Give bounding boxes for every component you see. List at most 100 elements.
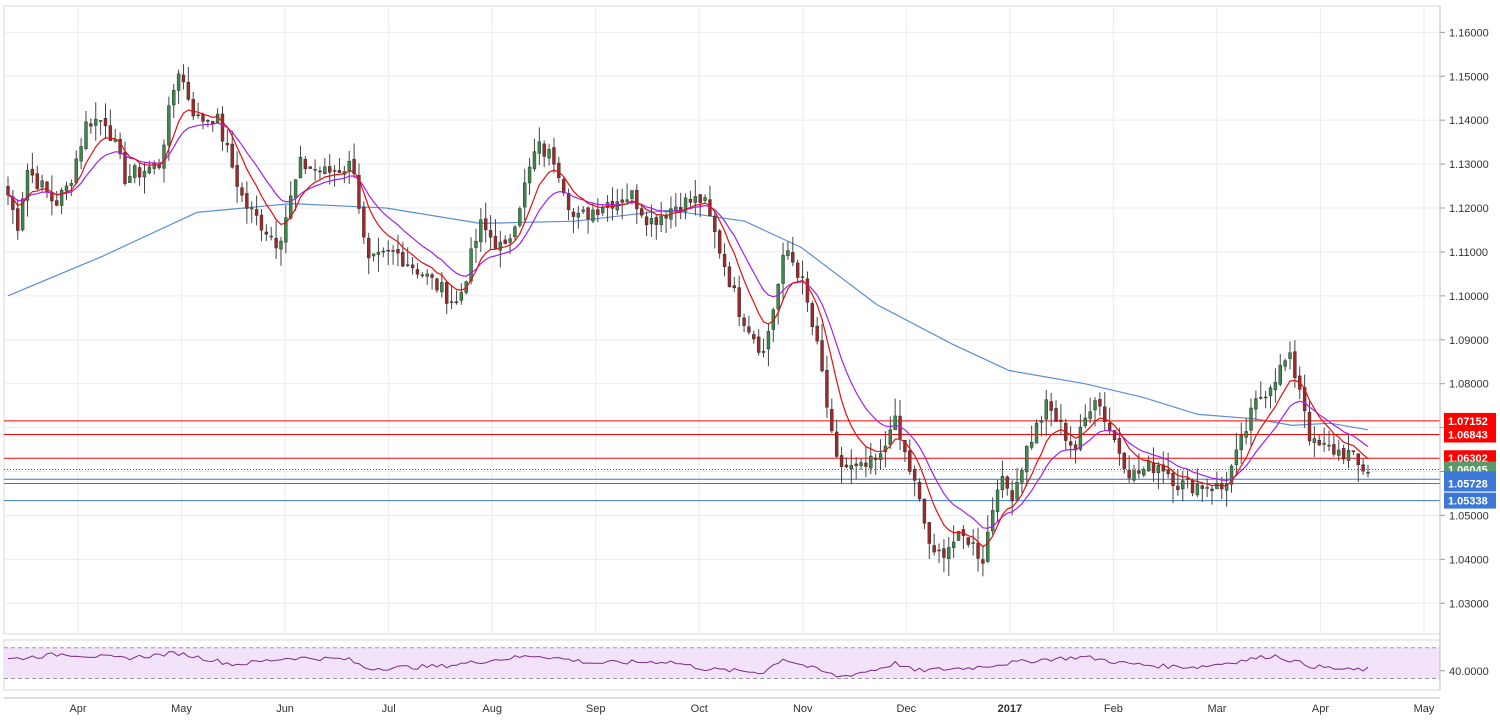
candle-body xyxy=(1337,449,1341,456)
candle-body xyxy=(566,193,571,211)
candle-body xyxy=(230,143,234,168)
candle-body xyxy=(703,197,707,201)
candle-body xyxy=(1239,434,1243,451)
candle-body xyxy=(1181,480,1185,490)
candle-body xyxy=(352,158,356,175)
candle-body xyxy=(1366,471,1370,474)
x-tick-label: Dec xyxy=(897,703,917,715)
resistance-label: 1.06843 xyxy=(1448,429,1488,441)
candle-body xyxy=(508,238,512,243)
candle-body xyxy=(547,148,551,159)
candle-body xyxy=(981,559,985,564)
candle-body xyxy=(1351,450,1356,453)
candle-body xyxy=(313,169,317,171)
candle-body xyxy=(1029,441,1034,448)
candle-body xyxy=(864,462,868,467)
candle-body xyxy=(805,278,810,303)
y-tick-label: 1.05000 xyxy=(1449,510,1489,522)
candle-body xyxy=(752,334,756,340)
ema-fast-line xyxy=(7,109,1369,548)
candle-body xyxy=(966,537,970,545)
candle-body xyxy=(791,252,795,263)
candle-body xyxy=(1010,490,1014,502)
support-label-bg xyxy=(1444,492,1496,509)
rsi-band xyxy=(4,647,1440,679)
candle-body xyxy=(1273,382,1278,391)
candle-body xyxy=(839,455,844,467)
candle-body xyxy=(35,173,39,189)
candle-body xyxy=(279,240,283,250)
candle-body xyxy=(1112,430,1117,440)
candle-body xyxy=(103,117,108,127)
candle-body xyxy=(834,431,839,457)
candle-body xyxy=(878,453,883,461)
candle-body xyxy=(440,282,444,293)
candle-body xyxy=(498,241,503,251)
candle-body xyxy=(620,199,624,203)
candle-body xyxy=(532,151,537,170)
candle-body xyxy=(59,189,64,206)
candle-body xyxy=(527,166,532,184)
candle-body xyxy=(303,159,308,170)
candle-body xyxy=(1224,484,1229,491)
candle-body xyxy=(581,209,585,212)
candle-body xyxy=(571,211,576,217)
candle-body xyxy=(776,283,780,310)
resistance-label-bg xyxy=(1444,426,1496,443)
candle-body xyxy=(576,212,581,218)
candle-body xyxy=(371,253,376,257)
candle-body xyxy=(644,216,649,226)
candle-body xyxy=(30,168,35,176)
candle-body xyxy=(518,208,522,226)
candle-body xyxy=(722,253,727,267)
candle-body xyxy=(674,206,678,211)
candle-body xyxy=(557,162,561,178)
candle-body xyxy=(16,208,20,231)
candle-body xyxy=(1132,470,1136,481)
candle-body xyxy=(766,331,771,350)
candle-body xyxy=(410,264,415,269)
candle-body xyxy=(474,240,478,248)
candle-body xyxy=(381,250,386,253)
candle-body xyxy=(196,114,200,117)
candle-body xyxy=(235,165,239,187)
candle-body xyxy=(1005,476,1009,489)
candle-body xyxy=(800,276,805,278)
candle-body xyxy=(308,166,312,169)
y-tick-label: 1.15000 xyxy=(1449,71,1489,83)
candle-body xyxy=(293,179,298,198)
candle-body xyxy=(152,162,156,169)
candle-body xyxy=(415,269,420,275)
candle-body xyxy=(172,90,176,106)
candle-body xyxy=(118,138,122,155)
candle-body xyxy=(74,158,78,183)
candle-body xyxy=(449,301,454,303)
candle-body xyxy=(513,226,517,238)
candle-body xyxy=(483,218,488,231)
candle-body xyxy=(1083,417,1087,427)
candle-body xyxy=(713,215,717,233)
candle-body xyxy=(357,174,361,209)
candle-body xyxy=(795,262,800,278)
candle-body xyxy=(69,183,74,186)
candle-body xyxy=(1117,438,1122,454)
candle-body xyxy=(1185,478,1190,480)
x-tick-label: Nov xyxy=(793,703,813,715)
candle-body xyxy=(1307,412,1312,442)
candle-body xyxy=(181,74,186,83)
candle-body xyxy=(1142,469,1146,476)
resistance-label: 1.07152 xyxy=(1448,416,1488,428)
candle-body xyxy=(1034,422,1039,444)
candle-body xyxy=(1268,387,1273,397)
candle-body xyxy=(64,185,69,192)
candle-body xyxy=(942,548,946,558)
candle-body xyxy=(908,450,912,472)
candle-body xyxy=(176,73,181,91)
candle-body xyxy=(1107,422,1112,431)
candle-body xyxy=(1341,447,1346,460)
candle-body xyxy=(1293,351,1297,379)
candle-body xyxy=(79,146,83,162)
candle-body xyxy=(362,207,366,238)
y-tick-label: 1.08000 xyxy=(1449,379,1489,391)
candle-body xyxy=(591,209,595,222)
